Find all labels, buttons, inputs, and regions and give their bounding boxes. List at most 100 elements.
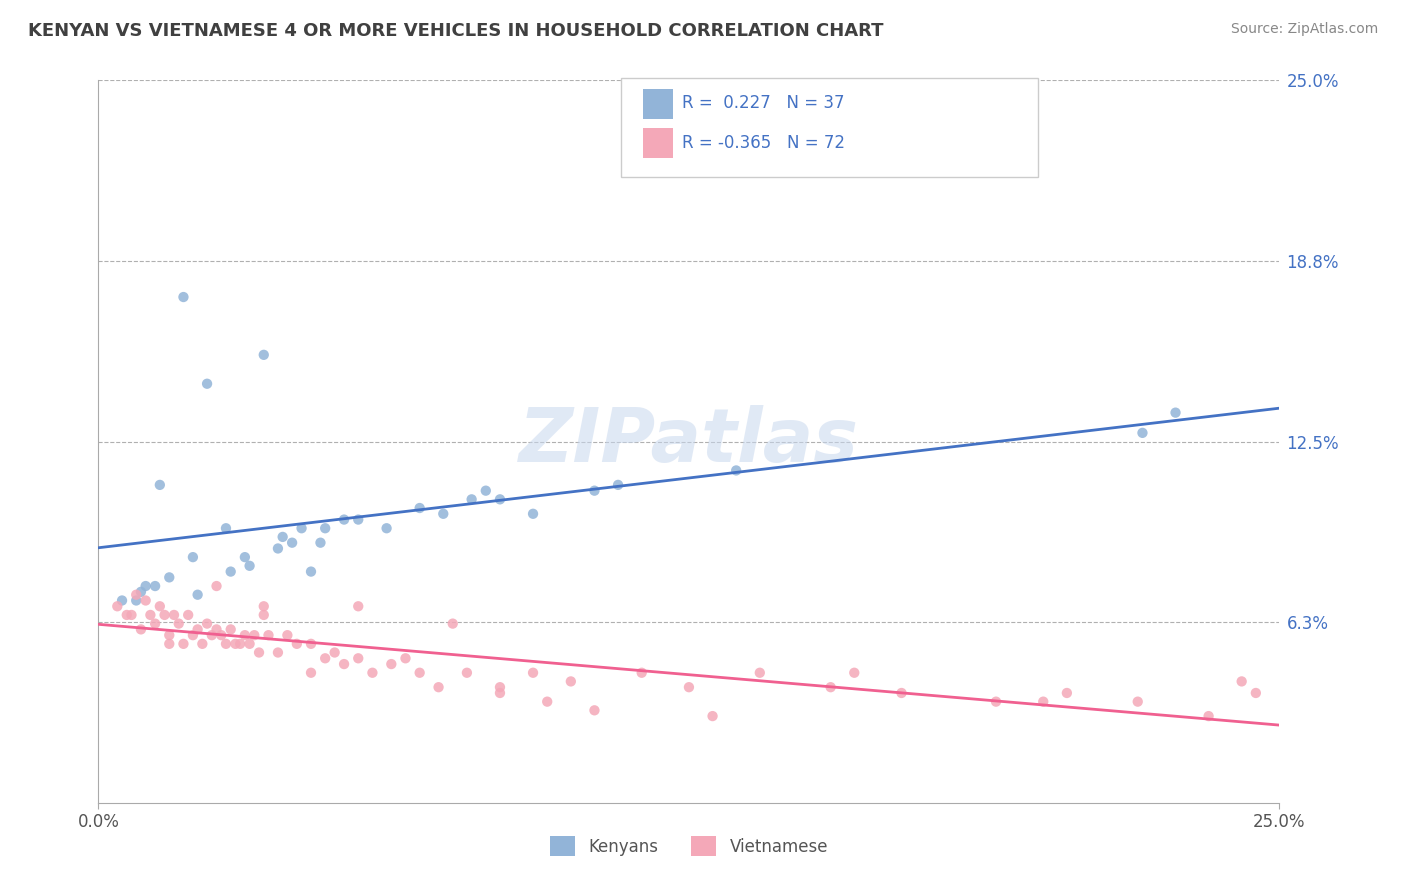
Point: [215, 637, 238, 651]
Point: [121, 607, 143, 622]
Point: [630, 665, 652, 680]
Point: [890, 686, 912, 700]
Point: [1164, 406, 1187, 420]
Point: [1244, 686, 1267, 700]
Point: [181, 550, 204, 565]
Point: [725, 463, 748, 477]
Point: [427, 680, 450, 694]
Legend: Kenyans, Vietnamese: Kenyans, Vietnamese: [543, 830, 835, 863]
Point: [678, 680, 700, 694]
Point: [1056, 686, 1078, 700]
Point: [475, 483, 498, 498]
Text: Source: ZipAtlas.com: Source: ZipAtlas.com: [1230, 22, 1378, 37]
Point: [191, 637, 214, 651]
Point: [522, 507, 544, 521]
Point: [702, 709, 724, 723]
Point: [607, 478, 630, 492]
Point: [129, 623, 152, 637]
Point: [143, 616, 166, 631]
Point: [205, 623, 228, 637]
Point: [285, 637, 308, 651]
Point: [143, 579, 166, 593]
Point: [172, 637, 194, 651]
Point: [233, 628, 256, 642]
Point: [441, 616, 464, 631]
Point: [347, 651, 370, 665]
Point: [135, 593, 157, 607]
Point: [149, 599, 172, 614]
Point: [239, 637, 262, 651]
Point: [281, 535, 304, 549]
Point: [408, 501, 430, 516]
Point: [247, 646, 270, 660]
Point: [380, 657, 402, 671]
Point: [201, 628, 224, 642]
Point: [583, 703, 606, 717]
Point: [229, 637, 252, 651]
Point: [157, 628, 180, 642]
Point: [253, 348, 276, 362]
Point: [267, 646, 290, 660]
Point: [460, 492, 482, 507]
Point: [177, 607, 200, 622]
Point: [125, 593, 148, 607]
Point: [1132, 425, 1154, 440]
Point: [1032, 695, 1054, 709]
Point: [267, 541, 290, 556]
Point: [276, 628, 298, 642]
Point: [243, 628, 266, 642]
Point: [181, 628, 204, 642]
Point: [314, 521, 336, 535]
Text: R =  0.227   N = 37: R = 0.227 N = 37: [682, 95, 845, 112]
Point: [408, 665, 430, 680]
Point: [105, 599, 128, 614]
Point: [125, 588, 148, 602]
Text: ZIPatlas: ZIPatlas: [519, 405, 859, 478]
Point: [844, 665, 866, 680]
Point: [489, 686, 512, 700]
Point: [522, 665, 544, 680]
Point: [224, 637, 246, 651]
Point: [456, 665, 478, 680]
Point: [984, 695, 1007, 709]
Text: R = -0.365   N = 72: R = -0.365 N = 72: [682, 134, 845, 152]
Point: [489, 492, 512, 507]
Point: [239, 558, 262, 573]
Point: [299, 637, 322, 651]
Point: [111, 593, 134, 607]
Text: KENYAN VS VIETNAMESE 4 OR MORE VEHICLES IN HOUSEHOLD CORRELATION CHART: KENYAN VS VIETNAMESE 4 OR MORE VEHICLES …: [28, 22, 883, 40]
Point: [560, 674, 582, 689]
Point: [139, 607, 162, 622]
Point: [271, 530, 294, 544]
Point: [347, 599, 370, 614]
Point: [253, 607, 276, 622]
Point: [394, 651, 416, 665]
Point: [333, 512, 356, 526]
Point: [299, 665, 322, 680]
Point: [432, 507, 454, 521]
Point: [361, 665, 384, 680]
Point: [323, 646, 346, 660]
Point: [135, 579, 157, 593]
Point: [233, 550, 256, 565]
Point: [129, 584, 152, 599]
Point: [333, 657, 356, 671]
Point: [748, 665, 770, 680]
Point: [187, 588, 209, 602]
Point: [187, 623, 209, 637]
Point: [1198, 709, 1220, 723]
Point: [257, 628, 280, 642]
Point: [115, 607, 138, 622]
Point: [536, 695, 558, 709]
Point: [219, 565, 242, 579]
Point: [309, 535, 332, 549]
Point: [489, 680, 512, 694]
Point: [219, 623, 242, 637]
Point: [347, 512, 370, 526]
Point: [314, 651, 336, 665]
Point: [195, 376, 218, 391]
Point: [215, 521, 238, 535]
Point: [1126, 695, 1149, 709]
Point: [375, 521, 398, 535]
Point: [299, 565, 322, 579]
